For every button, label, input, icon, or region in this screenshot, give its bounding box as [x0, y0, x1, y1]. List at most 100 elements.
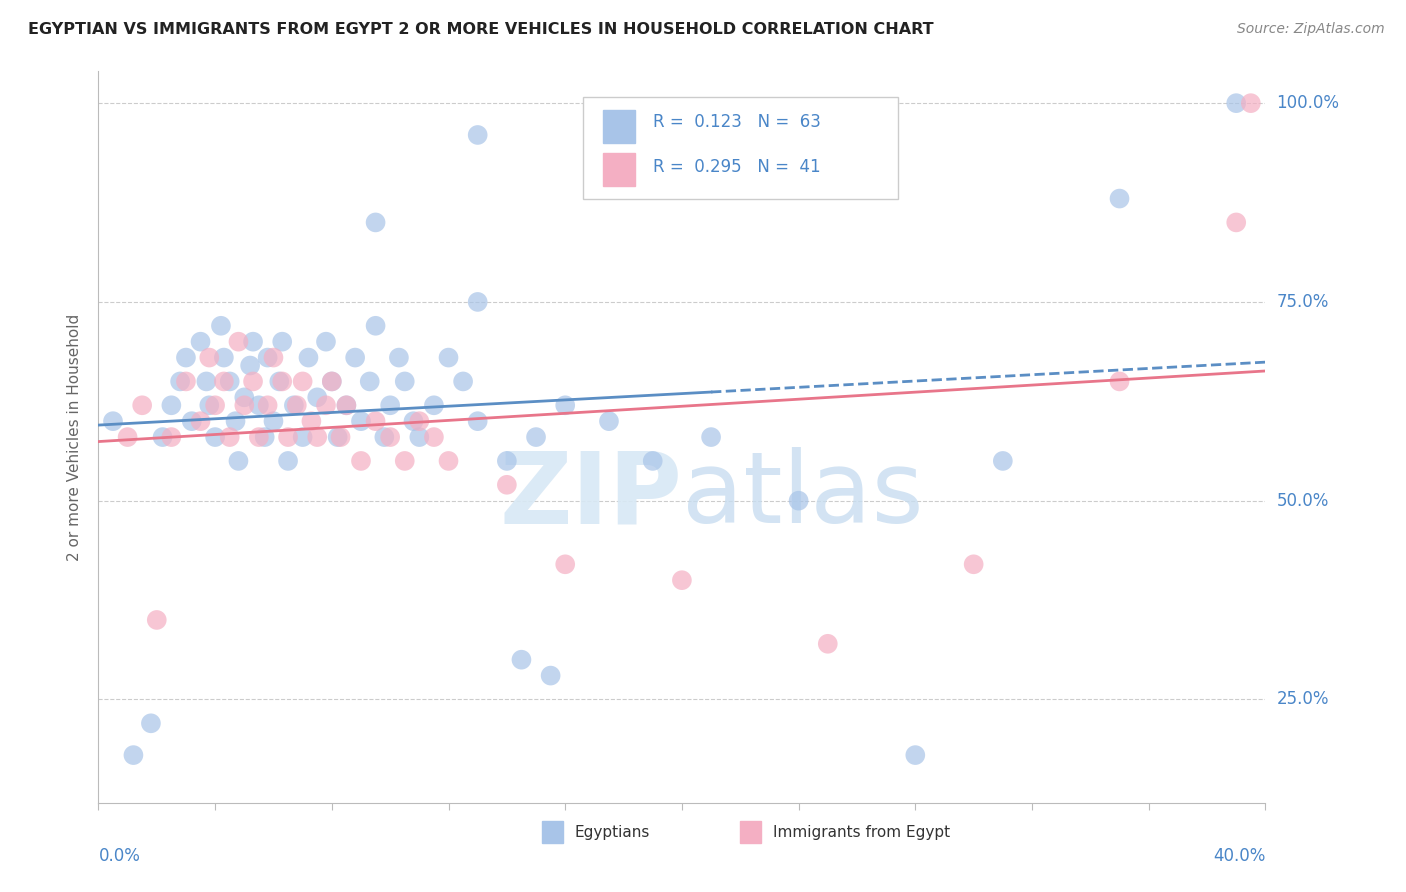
Text: EGYPTIAN VS IMMIGRANTS FROM EGYPT 2 OR MORE VEHICLES IN HOUSEHOLD CORRELATION CH: EGYPTIAN VS IMMIGRANTS FROM EGYPT 2 OR M…	[28, 22, 934, 37]
Point	[373, 430, 395, 444]
Point	[321, 375, 343, 389]
Point	[335, 398, 357, 412]
Point	[285, 398, 308, 412]
Point	[169, 375, 191, 389]
Point	[671, 573, 693, 587]
Point	[700, 430, 723, 444]
Point	[269, 375, 291, 389]
FancyBboxPatch shape	[741, 821, 761, 843]
Point	[598, 414, 620, 428]
Point	[256, 398, 278, 412]
Point	[209, 318, 232, 333]
Point	[307, 430, 329, 444]
Point	[1240, 96, 1263, 111]
Point	[991, 454, 1014, 468]
Point	[817, 637, 839, 651]
Point	[283, 398, 305, 412]
Point	[180, 414, 202, 428]
FancyBboxPatch shape	[603, 153, 636, 186]
Point	[904, 748, 927, 763]
Point	[437, 351, 460, 365]
Point	[198, 398, 221, 412]
Point	[321, 375, 343, 389]
Point	[402, 414, 425, 428]
Point	[239, 359, 262, 373]
Point	[271, 375, 294, 389]
Point	[496, 454, 519, 468]
Text: 25.0%: 25.0%	[1277, 690, 1329, 708]
Point	[437, 454, 460, 468]
Point	[524, 430, 547, 444]
Point	[233, 398, 256, 412]
Point	[160, 398, 183, 412]
Text: 0.0%: 0.0%	[98, 847, 141, 864]
Point	[394, 375, 416, 389]
Point	[510, 653, 533, 667]
Point	[190, 414, 212, 428]
Text: 50.0%: 50.0%	[1277, 491, 1329, 509]
Point	[344, 351, 367, 365]
Point	[315, 398, 337, 412]
Point	[225, 414, 247, 428]
Point	[1108, 375, 1130, 389]
Point	[195, 375, 218, 389]
Point	[160, 430, 183, 444]
Point	[315, 334, 337, 349]
Text: 75.0%: 75.0%	[1277, 293, 1329, 311]
Text: Immigrants from Egypt: Immigrants from Egypt	[773, 824, 950, 839]
Point	[233, 390, 256, 404]
Point	[242, 334, 264, 349]
Point	[423, 398, 446, 412]
Point	[299, 414, 322, 428]
Point	[641, 454, 664, 468]
Point	[212, 351, 235, 365]
Text: R =  0.295   N =  41: R = 0.295 N = 41	[652, 158, 820, 177]
Point	[242, 375, 264, 389]
Point	[408, 430, 430, 444]
Point	[540, 668, 562, 682]
Y-axis label: 2 or more Vehicles in Household: 2 or more Vehicles in Household	[67, 313, 83, 561]
Point	[380, 430, 402, 444]
Point	[787, 493, 810, 508]
Point	[394, 454, 416, 468]
Text: Egyptians: Egyptians	[575, 824, 650, 839]
Point	[101, 414, 124, 428]
Point	[271, 334, 294, 349]
Point	[152, 430, 174, 444]
Point	[1108, 192, 1130, 206]
Text: ZIP: ZIP	[499, 447, 682, 544]
Point	[467, 128, 489, 142]
Text: 100.0%: 100.0%	[1277, 95, 1340, 112]
Point	[122, 748, 145, 763]
Point	[962, 558, 984, 572]
Point	[277, 454, 299, 468]
Point	[174, 351, 197, 365]
Point	[204, 398, 226, 412]
Point	[408, 414, 430, 428]
Point	[496, 477, 519, 491]
Text: atlas: atlas	[682, 447, 924, 544]
Point	[262, 414, 284, 428]
Text: R =  0.123   N =  63: R = 0.123 N = 63	[652, 113, 821, 131]
Point	[350, 454, 373, 468]
Point	[467, 294, 489, 309]
Point	[204, 430, 226, 444]
Point	[1225, 96, 1247, 111]
Point	[326, 430, 349, 444]
Point	[277, 430, 299, 444]
Point	[247, 398, 270, 412]
Point	[131, 398, 153, 412]
Point	[467, 414, 489, 428]
Point	[364, 215, 387, 229]
Point	[329, 430, 352, 444]
Point	[364, 318, 387, 333]
FancyBboxPatch shape	[541, 821, 562, 843]
Point	[256, 351, 278, 365]
Point	[554, 398, 576, 412]
Point	[380, 398, 402, 412]
Point	[218, 430, 240, 444]
FancyBboxPatch shape	[582, 97, 898, 200]
Point	[146, 613, 169, 627]
Point	[190, 334, 212, 349]
Point	[451, 375, 474, 389]
